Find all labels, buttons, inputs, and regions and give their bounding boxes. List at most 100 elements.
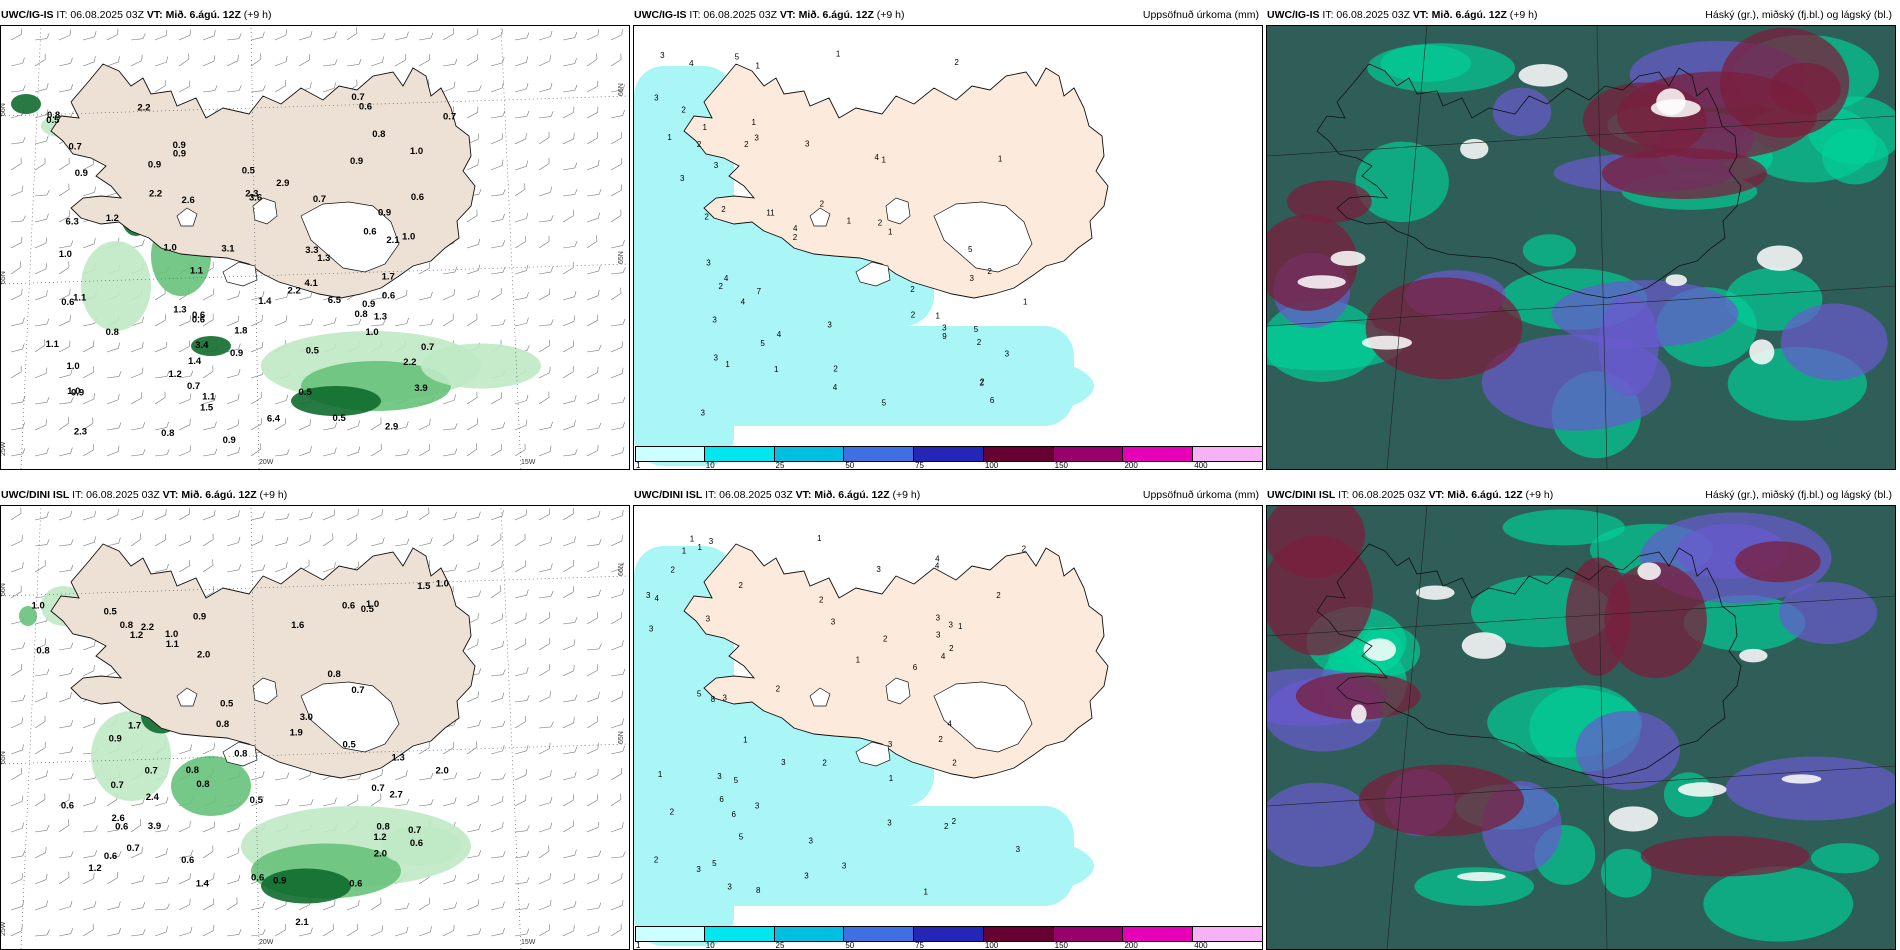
wind-barb	[250, 53, 262, 67]
wind-barb	[58, 642, 74, 651]
value-label: 0.7	[351, 685, 364, 696]
wind-barb	[490, 585, 502, 599]
precip-area	[171, 756, 251, 816]
wind-barb	[178, 393, 192, 405]
value-label: 6	[990, 396, 995, 405]
wind-barb	[514, 183, 526, 197]
wind-barb	[466, 850, 482, 859]
model-source: UWC/IG-IS	[634, 9, 687, 21]
wind-barb	[202, 872, 215, 885]
value-label: 3	[754, 133, 759, 142]
wind-barb	[610, 851, 626, 859]
wind-barb	[514, 695, 530, 703]
wind-barb	[58, 57, 73, 67]
value-label: 1	[725, 360, 730, 369]
wind-barb	[58, 539, 74, 547]
wind-barb	[610, 899, 624, 911]
map-area[interactable]	[1266, 505, 1896, 950]
latitude-line	[1, 743, 629, 765]
wind-barb	[442, 924, 455, 937]
wind-barb	[10, 185, 24, 197]
value-label: 4	[724, 274, 729, 283]
wind-barb	[586, 29, 599, 41]
wind-barb	[610, 318, 626, 327]
wind-barb	[562, 924, 575, 937]
map-area[interactable]: 66N 65N 25W 20W 15W 66N 65N 0.6 1.0 0.8 0.7 1.1 1.3 2…	[0, 505, 630, 950]
wind-barb	[586, 850, 602, 859]
cloud-area	[1749, 339, 1775, 365]
value-label: 5	[697, 689, 702, 698]
panel-ig-is-precip: UWC/IG-IS IT: 06.08.2025 03Z VT: Mið. 6.…	[633, 5, 1263, 470]
wind-barb	[442, 81, 456, 93]
wind-barb	[58, 746, 74, 755]
wind-barb	[82, 417, 94, 431]
panel-title: Háský (gr.), miðský (fj.bl.) og lágský (…	[1705, 9, 1892, 21]
value-label: 2	[819, 595, 824, 604]
value-label: 0.9	[193, 612, 206, 623]
wind-barb	[514, 83, 529, 93]
wind-barb	[322, 82, 336, 93]
wind-barb	[538, 82, 553, 93]
wind-barb	[106, 28, 119, 41]
init-time: IT: 06.08.2025 03Z	[56, 9, 144, 21]
wind-barb	[178, 926, 193, 937]
wind-barb	[58, 261, 70, 275]
model-source: UWC/DINI ISL	[1, 489, 70, 501]
value-label: 4	[935, 561, 940, 570]
map-area[interactable]: 66N 65N 25W 20W 15W 66N 65N 0.6 0.9 0.9 1.2 1.3 2.9 3…	[0, 25, 630, 470]
wind-barb	[34, 419, 47, 431]
wind-barb	[610, 872, 623, 885]
value-label: 2	[952, 817, 957, 826]
wind-barb	[562, 291, 577, 301]
wind-barb	[346, 27, 358, 41]
wind-barb	[490, 927, 505, 937]
map-area[interactable]	[1266, 25, 1896, 470]
wind-barb	[538, 536, 553, 547]
wind-barb	[178, 29, 192, 41]
glacier	[885, 197, 911, 225]
axis-label: 25W	[1, 921, 7, 936]
wind-barb	[10, 157, 22, 171]
value-label: 0.7	[145, 765, 158, 776]
wind-barb	[538, 563, 553, 573]
glacier	[252, 677, 278, 705]
wind-barb	[538, 186, 553, 197]
wind-barb	[490, 57, 505, 67]
wind-barb	[178, 850, 194, 859]
precip-area	[774, 826, 1094, 906]
value-label: 0.9	[378, 207, 391, 218]
value-label: 1.0	[59, 249, 72, 260]
wind-barb	[82, 872, 95, 885]
lead-time: (+9 h)	[876, 9, 905, 21]
cloud-area	[1295, 672, 1421, 720]
value-label: 0.8	[354, 309, 367, 320]
wind-barb	[466, 823, 481, 833]
wind-barb	[442, 511, 457, 521]
graticule-line	[1267, 595, 1895, 637]
colorbar-tick: 100	[984, 941, 999, 950]
wind-barb	[106, 422, 122, 431]
value-label: 4	[833, 383, 838, 392]
glacier	[222, 261, 258, 287]
value-label: 11	[766, 208, 775, 217]
wind-barb	[514, 317, 529, 327]
wind-barb	[58, 871, 70, 885]
wind-barb	[82, 56, 96, 67]
wind-barb	[538, 590, 554, 599]
wind-barb	[10, 694, 26, 703]
wind-barb	[442, 564, 458, 573]
wind-barb	[82, 536, 96, 547]
wind-barb	[394, 798, 410, 807]
wind-barb	[34, 793, 46, 807]
value-label: 2	[704, 213, 709, 222]
axis-label: 25W	[1, 441, 7, 456]
wind-barb	[202, 394, 217, 405]
colorbar-tick: 400	[1194, 461, 1208, 470]
glacier	[933, 681, 1033, 753]
wind-barb	[562, 716, 575, 729]
value-label: 1.3	[317, 253, 330, 264]
wind-barb	[130, 819, 142, 833]
value-label: 1.2	[106, 213, 119, 224]
